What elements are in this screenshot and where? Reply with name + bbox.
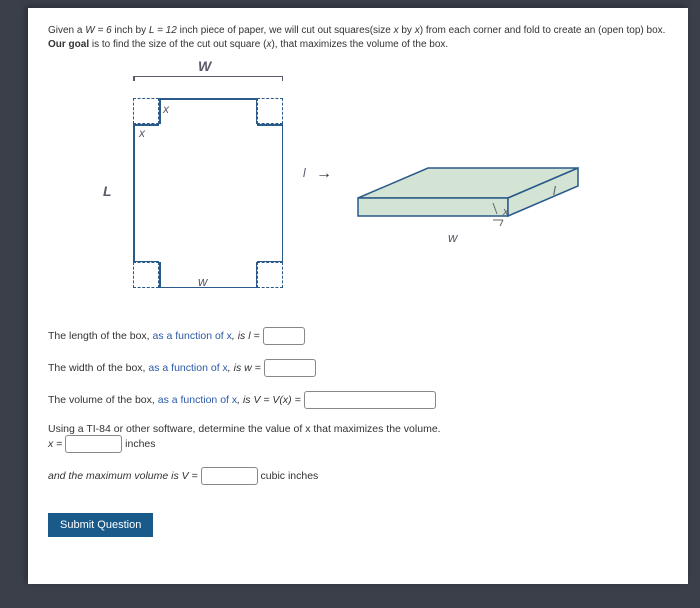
txt-blue: as a function of x (153, 330, 232, 342)
corner-cut (257, 98, 283, 124)
txt: The length of the box, (48, 330, 153, 342)
w-label: w (448, 230, 457, 245)
edge (159, 98, 161, 124)
txt: Our goal (48, 39, 89, 50)
x-value-input[interactable] (65, 435, 122, 453)
l-label: l (553, 184, 556, 198)
questions: The length of the box, as a function of … (48, 327, 668, 537)
q-maximize: Using a TI-84 or other software, determi… (48, 423, 668, 453)
edge (133, 124, 135, 262)
width-input[interactable] (264, 359, 316, 377)
txt: , is V = V(x) = (237, 394, 304, 406)
edge (159, 287, 257, 289)
txt: inch by (112, 25, 149, 36)
submit-button[interactable]: Submit Question (48, 513, 153, 537)
q-volume: The volume of the box, as a function of … (48, 391, 668, 409)
edge (159, 98, 257, 100)
txt: The volume of the box, (48, 394, 158, 406)
volume-input[interactable] (304, 391, 436, 409)
txt-blue: as a function of x (148, 362, 227, 374)
txt: is to find the size of the cut out squar… (89, 39, 266, 50)
q-max-volume: and the maximum volume is V = cubic inch… (48, 467, 668, 485)
max-volume-input[interactable] (201, 467, 258, 485)
txt: ) from each corner and fold to create an… (420, 25, 666, 36)
L-label: L (103, 183, 112, 199)
l-label: l (303, 166, 306, 180)
txt: Given a (48, 25, 85, 36)
diagrams: W L x x w l → (48, 58, 668, 313)
txt-blue: as a function of x (158, 394, 237, 406)
txt: by (399, 25, 415, 36)
q-width: The width of the box, as a function of x… (48, 359, 668, 377)
txt: The width of the box, (48, 362, 148, 374)
edge (133, 261, 159, 263)
txt: Using a TI-84 or other software, determi… (48, 423, 441, 435)
edge (282, 124, 284, 262)
x-label: x (503, 206, 509, 218)
txt: and the maximum volume is V = (48, 470, 201, 482)
edge (257, 124, 283, 126)
flat-paper-diagram: x x (133, 98, 283, 288)
w-label: w (198, 274, 207, 289)
bracket-icon (133, 76, 283, 83)
box-3d-diagram (348, 158, 588, 248)
W-eq: W = 6 (85, 25, 111, 36)
txt: , is w = (228, 362, 264, 374)
txt: ), that maximizes the volume of the box. (271, 39, 448, 50)
corner-cut (133, 262, 159, 288)
corner-cut (133, 98, 159, 124)
W-label: W (198, 58, 211, 74)
edge (256, 262, 258, 288)
edge (133, 124, 159, 126)
edge (159, 262, 161, 288)
unit: inches (125, 438, 155, 450)
problem-statement: Given a W = 6 inch by L = 12 inch piece … (48, 24, 668, 52)
x-label: x (163, 102, 169, 116)
q-length: The length of the box, as a function of … (48, 327, 668, 345)
L-eq: L = 12 (149, 25, 177, 36)
x-label: x (139, 126, 145, 140)
edge (257, 261, 283, 263)
length-input[interactable] (263, 327, 305, 345)
txt: , is l = (232, 330, 263, 342)
arrow-icon: → (316, 165, 332, 183)
unit: cubic inches (261, 470, 319, 482)
edge (256, 98, 258, 124)
txt: x = (48, 438, 65, 450)
txt: inch piece of paper, we will cut out squ… (177, 25, 394, 36)
corner-cut (257, 262, 283, 288)
